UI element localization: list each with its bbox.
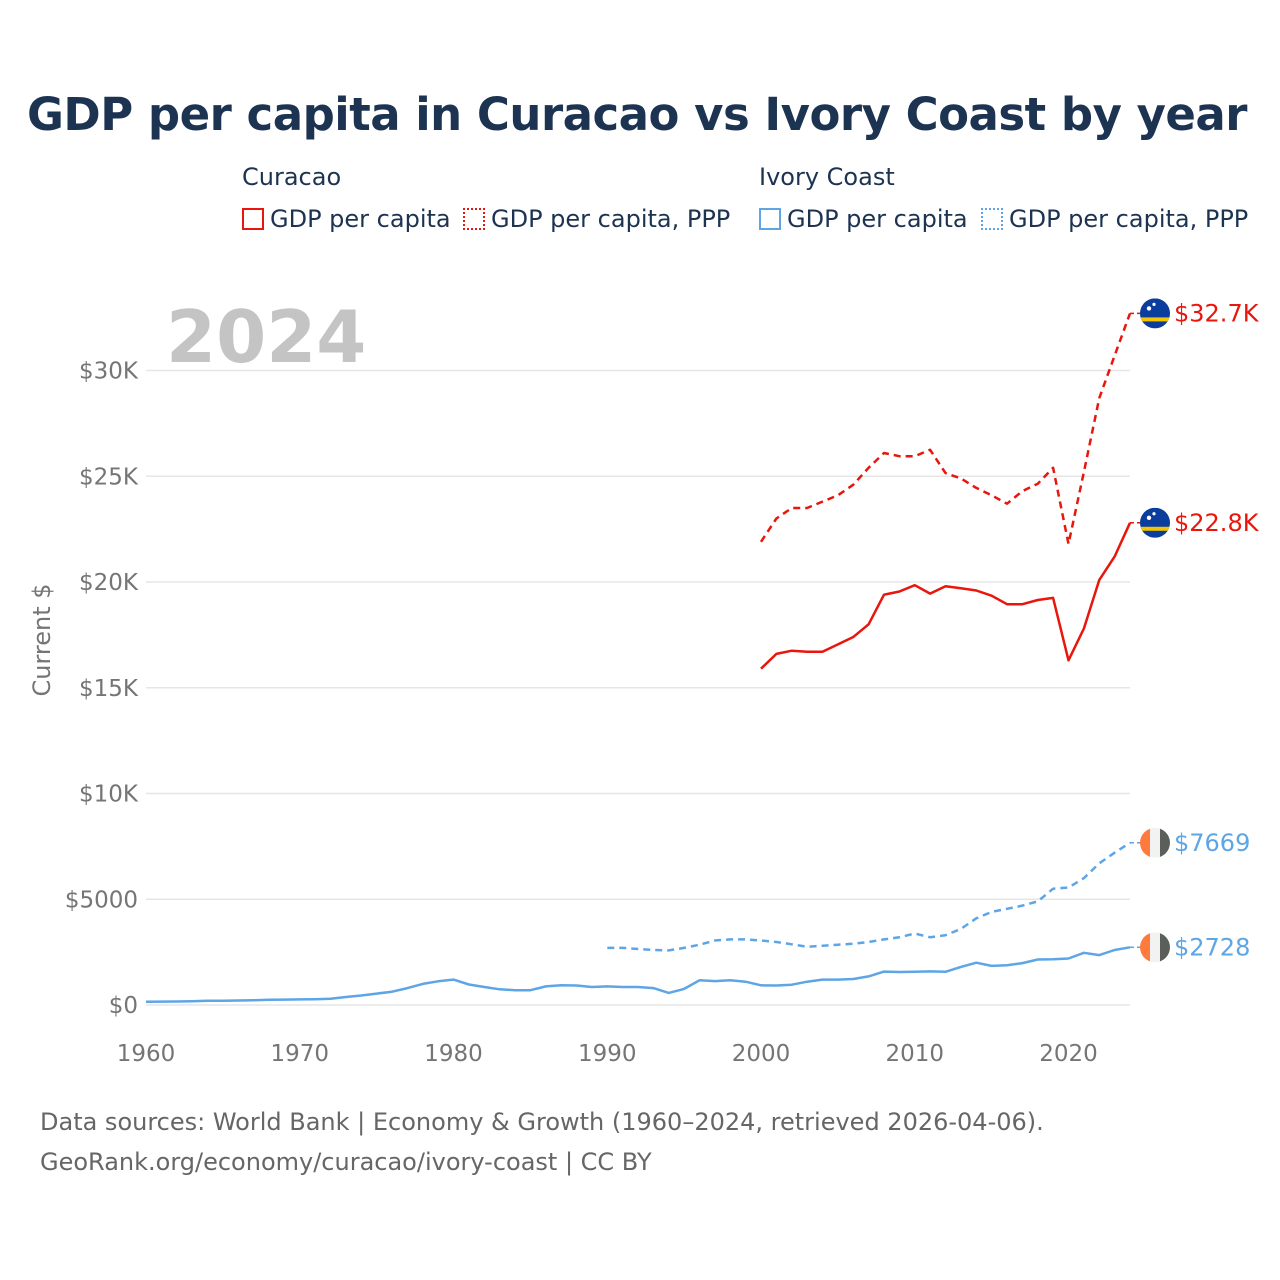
y-tick-label: $30K: [79, 359, 139, 385]
y-tick-label: $5000: [65, 887, 138, 913]
end-value-label: $2728: [1174, 933, 1250, 961]
dotted-swatch-icon: [463, 208, 485, 230]
footer-url: GeoRank.org/economy/curacao/ivory-coast …: [40, 1148, 652, 1176]
end-value-label: $32.7K: [1174, 299, 1260, 327]
y-tick-label: $20K: [79, 570, 139, 596]
x-tick-label: 2010: [885, 1041, 944, 1067]
x-tick-label: 2000: [732, 1041, 791, 1067]
y-axis-label: Current $: [28, 583, 56, 696]
legend-curacao-ppp[interactable]: GDP per capita, PPP: [463, 205, 730, 233]
end-value-label: $22.8K: [1174, 509, 1260, 537]
series-line-3: [607, 841, 1131, 952]
dotted-swatch-icon: [981, 208, 1003, 230]
x-tick-label: 1980: [424, 1041, 483, 1067]
y-tick-label: $0: [109, 993, 138, 1019]
x-tick-label: 2020: [1039, 1041, 1098, 1067]
solid-swatch-icon: [242, 208, 264, 230]
y-tick-label: $25K: [79, 464, 139, 490]
curacao-flag-icon: [1140, 298, 1170, 329]
footer-sources: Data sources: World Bank | Economy & Gro…: [40, 1108, 1044, 1136]
y-tick-label: $15K: [79, 676, 139, 702]
x-tick-label: 1990: [578, 1041, 637, 1067]
legend-curacao-gdp-label: GDP per capita: [270, 205, 451, 233]
legend-curacao-gdp[interactable]: GDP per capita: [242, 205, 451, 233]
ivory-coast-flag-icon: [1140, 932, 1170, 963]
legend-ivory-coast-gdp[interactable]: GDP per capita: [759, 205, 968, 233]
legend-ivory-coast-heading: Ivory Coast: [759, 163, 895, 191]
line-chart: $0 $5000 $10K $15K $20K $25K $30K 1960 1970 1980 1…: [28, 295, 1260, 1067]
x-tick-label: 1960: [117, 1041, 176, 1067]
year-watermark: 2024: [166, 295, 366, 379]
legend-ivory-coast-ppp-label: GDP per capita, PPP: [1009, 205, 1249, 233]
legend-curacao-heading: Curacao: [242, 163, 342, 191]
y-tick-label: $10K: [79, 782, 139, 808]
solid-swatch-icon: [759, 208, 781, 230]
legend-ivory-coast-gdp-label: GDP per capita: [787, 205, 968, 233]
x-tick-label: 1970: [270, 1041, 329, 1067]
chart-title: GDP per capita in Curacao vs Ivory Coast…: [27, 88, 1247, 141]
curacao-flag-icon: [1140, 507, 1170, 538]
series-line-0: [760, 522, 1132, 670]
ivory-coast-flag-icon: [1140, 827, 1170, 858]
end-value-label: $7669: [1174, 829, 1250, 857]
series-line-1: [759, 312, 1132, 546]
legend-curacao-ppp-label: GDP per capita, PPP: [491, 205, 731, 233]
series-line-2: [145, 946, 1131, 1004]
legend-ivory-coast-ppp[interactable]: GDP per capita, PPP: [981, 205, 1248, 233]
